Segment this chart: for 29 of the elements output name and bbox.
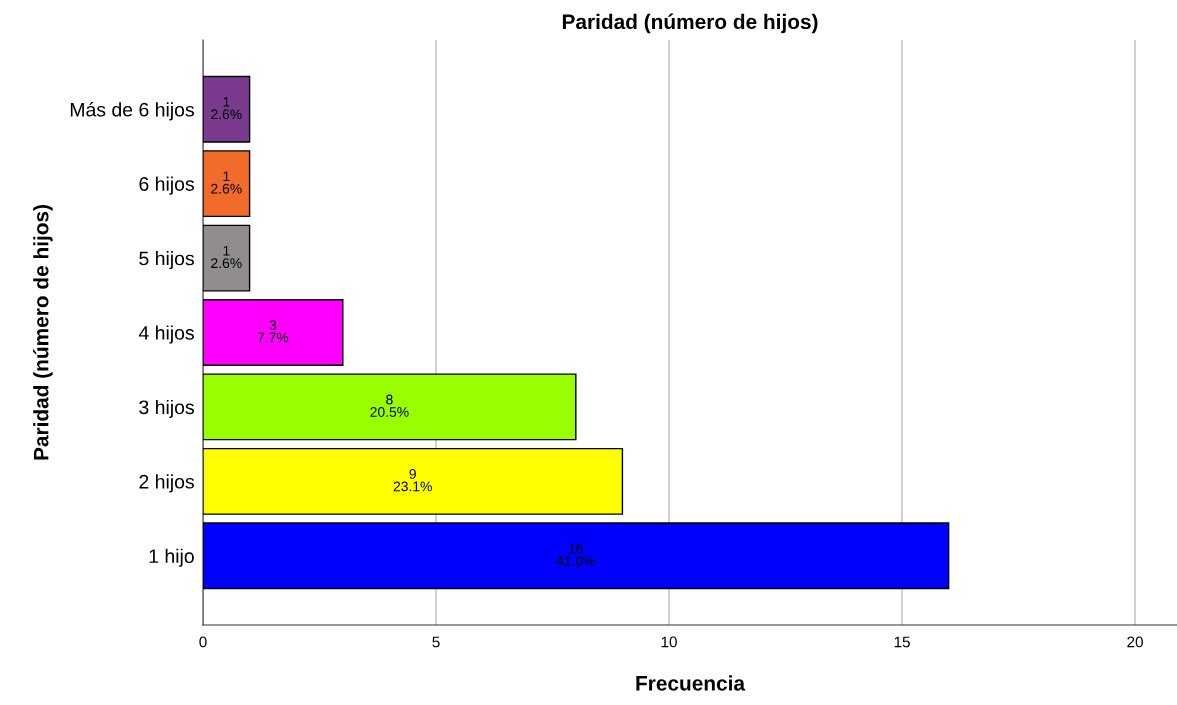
data-label: 8 20.5% bbox=[370, 394, 409, 417]
y-tick-label: 1 hijo bbox=[149, 548, 194, 567]
bar bbox=[203, 447, 624, 515]
x-tick-label: 20 bbox=[1127, 636, 1143, 648]
y-tick-label: 2 hijos bbox=[139, 474, 194, 493]
bar bbox=[203, 373, 577, 441]
y-tick-label: 5 hijos bbox=[139, 251, 194, 270]
data-label: 1 2.6% bbox=[211, 171, 242, 194]
x-tick-label: 15 bbox=[894, 636, 910, 648]
x-axis-title: Frecuencia bbox=[636, 675, 746, 691]
bar bbox=[203, 299, 344, 366]
x-tick-label: 10 bbox=[661, 636, 677, 648]
x-tick-label: 0 bbox=[199, 636, 207, 648]
y-tick-label: 3 hijos bbox=[139, 399, 194, 419]
chart-title: Paridad (número de hijos) bbox=[562, 13, 818, 34]
y-tick-label: 4 hijos bbox=[138, 325, 194, 344]
y-tick-label: 6 hijos bbox=[139, 176, 194, 195]
y-tick-label: Más de 6 hijos bbox=[70, 102, 194, 121]
x-tick-label: 5 bbox=[432, 636, 440, 648]
bar bbox=[203, 522, 950, 590]
data-label: 1 2.6% bbox=[211, 245, 242, 269]
bar bbox=[203, 75, 251, 143]
data-label: 9 23.1% bbox=[393, 469, 432, 492]
bar bbox=[203, 150, 251, 218]
data-label: 16 41.0% bbox=[556, 543, 596, 566]
y-axis-title: Paridad (número de hijos) bbox=[33, 205, 53, 460]
data-label: 3 7.7% bbox=[257, 320, 289, 343]
data-label: 1 2.6% bbox=[211, 97, 242, 120]
bar bbox=[203, 224, 251, 292]
